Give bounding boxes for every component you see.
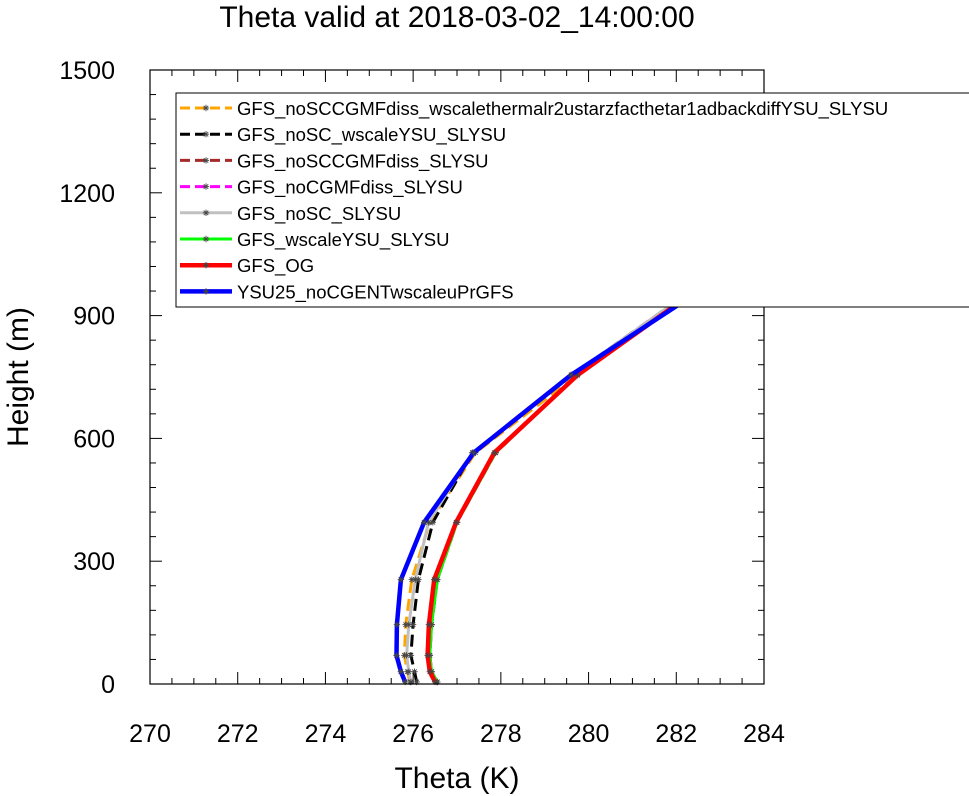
- data-point: [470, 449, 477, 456]
- legend-label: GFS_OG: [237, 255, 314, 277]
- legend-marker: [202, 288, 210, 295]
- x-tick-label: 272: [217, 720, 259, 748]
- legend-label: GFS_noCGMFdiss_SLYSU: [237, 177, 463, 199]
- data-point: [393, 652, 400, 659]
- legend-marker: [202, 183, 210, 190]
- legend-marker: [202, 131, 210, 138]
- x-tick-label: 278: [480, 720, 522, 748]
- x-tick-label: 280: [568, 720, 610, 748]
- legend: GFS_noSCCGMFdiss_wscalethermalr2ustarzfa…: [175, 92, 969, 308]
- data-point: [412, 576, 419, 583]
- legend-label: GFS_noSC_wscaleYSU_SLYSU: [237, 124, 506, 146]
- data-point: [491, 449, 498, 456]
- y-tick-label: 0: [101, 671, 115, 699]
- data-point: [411, 668, 418, 675]
- x-tick-label: 276: [392, 720, 434, 748]
- data-point: [397, 576, 405, 583]
- legend-box: [175, 92, 969, 308]
- data-point: [403, 652, 410, 659]
- legend-marker: [202, 209, 210, 216]
- legend-label: GFS_noSCCGMFdiss_SLYSU: [237, 150, 489, 172]
- data-point: [405, 668, 412, 675]
- data-point: [452, 519, 460, 526]
- legend-marker: [202, 262, 210, 269]
- data-point: [567, 371, 575, 379]
- x-tick-label: 282: [655, 720, 697, 748]
- x-tick-label: 284: [743, 720, 785, 748]
- legend-marker: [202, 157, 210, 164]
- series-layer: [393, 222, 768, 686]
- legend-marker: [202, 104, 210, 112]
- data-point: [424, 652, 431, 659]
- y-tick-label: 900: [73, 303, 115, 331]
- data-point: [426, 668, 434, 675]
- chart-title: Theta valid at 2018-03-02_14:00:00: [219, 1, 694, 34]
- data-point: [393, 621, 401, 628]
- x-axis-label: Theta (K): [394, 762, 519, 795]
- y-tick-label: 600: [73, 425, 115, 453]
- legend-label: GFS_noSCCGMFdiss_wscalethermalr2ustarzfa…: [237, 98, 888, 120]
- legend-marker: [202, 235, 210, 243]
- data-point: [429, 519, 437, 526]
- data-point: [425, 621, 433, 628]
- y-tick-label: 1200: [59, 180, 115, 208]
- legend-label: YSU25_noCGENTwscaleuPrGFS: [237, 281, 514, 303]
- data-point: [420, 519, 428, 526]
- legend-label: GFS_wscaleYSU_SLYSU: [237, 229, 450, 251]
- y-tick-label: 1500: [59, 57, 115, 85]
- plot-frame: [149, 69, 765, 685]
- data-point: [397, 668, 405, 675]
- data-point: [405, 621, 412, 628]
- x-tick-label: 274: [305, 720, 347, 748]
- series-line: [394, 223, 766, 683]
- y-axis-label: Height (m): [2, 307, 35, 447]
- data-point: [430, 576, 438, 583]
- y-tick-label: 300: [73, 548, 115, 576]
- axis-ticks: 270 272 274 276 278 280 282 284 0 300 600 900 1200 15…: [59, 57, 785, 748]
- legend-label: GFS_noSC_SLYSU: [237, 203, 401, 225]
- x-tick-label: 270: [129, 720, 171, 748]
